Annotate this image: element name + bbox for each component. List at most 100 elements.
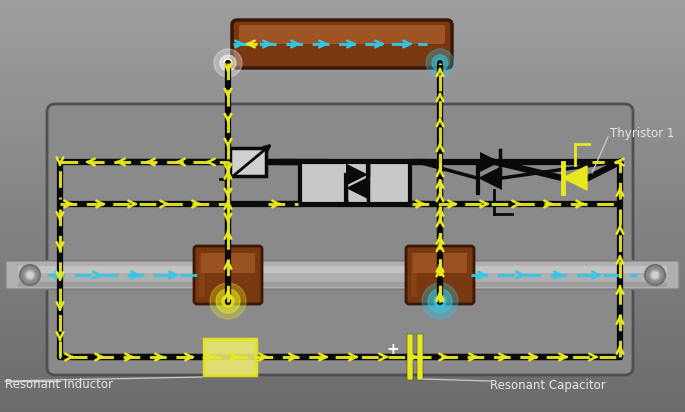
Bar [0, 110, 685, 111]
Bar [0, 30, 685, 31]
Bar [0, 99, 685, 100]
FancyBboxPatch shape [232, 20, 452, 68]
Bar [0, 148, 685, 149]
Bar [0, 199, 685, 200]
Bar [0, 356, 685, 357]
Bar [0, 120, 685, 121]
Bar [0, 340, 685, 341]
Bar [0, 334, 685, 335]
Bar [0, 178, 685, 179]
Bar [0, 252, 685, 253]
Circle shape [27, 272, 33, 278]
Circle shape [432, 55, 448, 71]
Bar [0, 151, 685, 152]
Bar [0, 339, 685, 340]
Bar [0, 293, 685, 294]
Bar [0, 369, 685, 370]
Bar [0, 287, 685, 288]
Bar [0, 59, 685, 60]
Bar [0, 112, 685, 113]
Bar [199, 253, 205, 297]
Bar [0, 1, 685, 2]
Polygon shape [478, 166, 502, 190]
Bar [0, 95, 685, 96]
Bar [0, 139, 685, 140]
Bar [0, 400, 685, 401]
Bar [0, 46, 685, 47]
Bar [0, 266, 685, 267]
Bar [0, 79, 685, 80]
Bar [0, 114, 685, 115]
Bar [0, 219, 685, 220]
Bar [0, 200, 685, 201]
Bar [0, 215, 685, 216]
Bar [0, 247, 685, 248]
Bar [0, 410, 685, 411]
Bar [18, 266, 667, 273]
Bar [0, 347, 685, 348]
Bar [0, 121, 685, 122]
Bar [0, 10, 685, 11]
Bar [0, 191, 685, 192]
Bar [0, 351, 685, 352]
Bar [0, 182, 685, 183]
Bar [0, 329, 685, 330]
Bar [0, 134, 685, 135]
Bar [0, 135, 685, 136]
Bar [0, 323, 685, 324]
Bar [0, 255, 685, 256]
Bar [0, 186, 685, 187]
Bar [0, 244, 685, 245]
Bar [0, 184, 685, 185]
Circle shape [222, 295, 234, 307]
Bar [0, 299, 685, 300]
Bar [0, 363, 685, 364]
Bar [0, 343, 685, 344]
Bar [0, 348, 685, 349]
Circle shape [214, 49, 242, 77]
Bar [0, 296, 685, 297]
Bar [0, 358, 685, 359]
Bar [0, 280, 685, 281]
Circle shape [24, 269, 36, 281]
Bar [0, 359, 685, 360]
Bar [0, 396, 685, 397]
Bar [0, 104, 685, 105]
Bar [0, 388, 685, 389]
Bar [0, 317, 685, 318]
Bar [0, 43, 685, 44]
Bar [0, 337, 685, 338]
Bar [0, 390, 685, 391]
Bar [0, 214, 685, 215]
Bar [0, 146, 685, 147]
Bar [0, 2, 685, 3]
Bar [0, 262, 685, 263]
Bar [0, 71, 685, 72]
Bar [0, 189, 685, 190]
Bar [0, 11, 685, 12]
Bar [0, 354, 685, 355]
Bar [0, 73, 685, 74]
Bar [0, 212, 685, 213]
Polygon shape [346, 177, 368, 199]
Circle shape [216, 289, 240, 313]
Bar [0, 291, 685, 292]
Bar [0, 64, 685, 65]
Bar [0, 276, 685, 277]
Bar [0, 36, 685, 37]
Bar [0, 168, 685, 169]
Bar [0, 239, 685, 240]
Bar [0, 275, 685, 276]
Bar [0, 116, 685, 117]
Bar [0, 258, 685, 259]
Bar [0, 391, 685, 392]
Bar [0, 207, 685, 208]
Bar [0, 28, 685, 29]
Bar [0, 269, 685, 270]
Bar [0, 198, 685, 199]
Bar [0, 197, 685, 198]
Bar [0, 377, 685, 378]
Bar [0, 281, 685, 282]
Bar [0, 190, 685, 191]
Bar [0, 221, 685, 222]
